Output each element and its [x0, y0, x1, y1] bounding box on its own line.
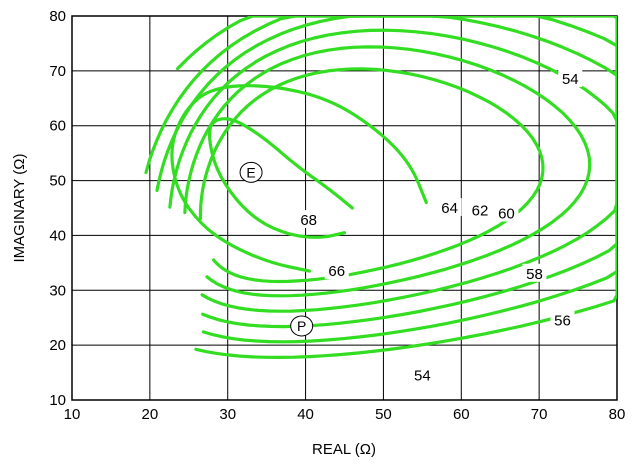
contour-label-bg — [324, 261, 349, 280]
contour-label-bg — [296, 210, 321, 229]
contour-label: 64 — [441, 200, 458, 217]
y-axis-title: IMAGINARY (Ω) — [11, 153, 28, 262]
contour-label: 66 — [328, 263, 345, 280]
y-tick-label: 20 — [49, 337, 66, 354]
x-tick-label: 70 — [531, 406, 548, 423]
contour-label: 56 — [554, 312, 571, 329]
contour-line-62 — [183, 45, 592, 298]
y-tick-label: 70 — [49, 63, 66, 80]
contour-label: 68 — [300, 212, 317, 229]
marker-label: E — [246, 164, 255, 180]
point-markers: EP — [239, 161, 314, 337]
x-tick-label: 40 — [297, 406, 314, 423]
marker-label: P — [297, 318, 306, 334]
contour-line-56 — [144, 16, 617, 344]
contour-label-bg — [558, 69, 583, 88]
y-tick-label: 30 — [49, 282, 66, 299]
y-tick-label: 60 — [49, 118, 66, 135]
contour-label-bg — [550, 310, 575, 329]
y-tick-label: 10 — [49, 392, 66, 409]
x-axis-title: REAL (Ω) — [312, 441, 376, 458]
x-tick-label: 50 — [375, 406, 392, 423]
contour-line-54 — [176, 16, 617, 359]
y-tick-label: 40 — [49, 227, 66, 244]
marker-circle — [290, 315, 314, 337]
contour-label: 58 — [526, 266, 543, 283]
contour-label: 54 — [562, 71, 579, 88]
x-tick-label: 30 — [219, 406, 236, 423]
tick-labels: 10 20 30 40 50 60 70 80 10 20 30 40 50 60 70 80 — [49, 8, 625, 423]
contour-label: 62 — [472, 203, 489, 220]
contour-group — [144, 16, 617, 359]
contour-line-66 — [170, 84, 428, 273]
marker-circle — [239, 161, 263, 183]
contour-labels: 68 66 64 62 60 58 56 54 54 — [296, 69, 583, 384]
contour-line-60 — [168, 28, 617, 313]
x-tick-label: 20 — [142, 406, 159, 423]
grid-lines — [71, 15, 618, 401]
x-tick-label: 80 — [609, 406, 626, 423]
y-tick-label: 80 — [49, 8, 66, 25]
contour-line-68 — [207, 117, 354, 239]
contour-label-bg — [410, 365, 435, 384]
contour-label: 54 — [414, 367, 431, 384]
contour-label: 60 — [498, 205, 515, 222]
x-tick-label: 10 — [64, 406, 81, 423]
contour-label-bg — [522, 263, 547, 282]
contour-label-bg — [437, 198, 462, 216]
y-tick-label: 50 — [49, 173, 66, 190]
contour-line-64 — [198, 67, 545, 284]
x-tick-label: 60 — [453, 406, 470, 423]
contour-curves — [144, 16, 617, 359]
plot-frame — [71, 15, 618, 401]
contour-label-bg — [494, 203, 519, 222]
contour-label-bg — [467, 200, 492, 219]
contour-line-58 — [155, 16, 617, 329]
